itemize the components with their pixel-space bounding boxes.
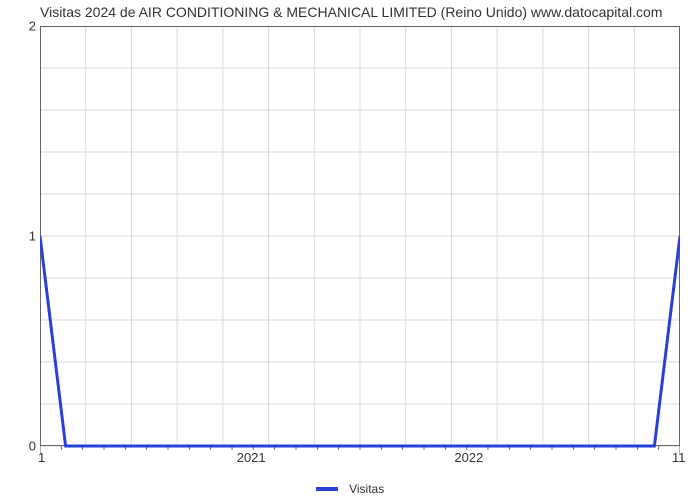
- x-edge-right: 11: [672, 450, 686, 465]
- x-year-label: 2022: [454, 450, 483, 465]
- legend: Visitas: [0, 481, 700, 496]
- x-year-label: 2021: [237, 450, 266, 465]
- legend-label: Visitas: [349, 482, 384, 496]
- y-tick-label: 1: [6, 229, 36, 244]
- chart-container: Visitas 2024 de AIR CONDITIONING & MECHA…: [0, 0, 700, 500]
- legend-swatch: [316, 487, 338, 491]
- chart-title: Visitas 2024 de AIR CONDITIONING & MECHA…: [40, 4, 662, 20]
- plot-area: [40, 26, 680, 446]
- plot-svg: [40, 26, 680, 460]
- x-edge-left: 1: [38, 450, 45, 465]
- y-tick-label: 0: [6, 439, 36, 454]
- y-tick-label: 2: [6, 19, 36, 34]
